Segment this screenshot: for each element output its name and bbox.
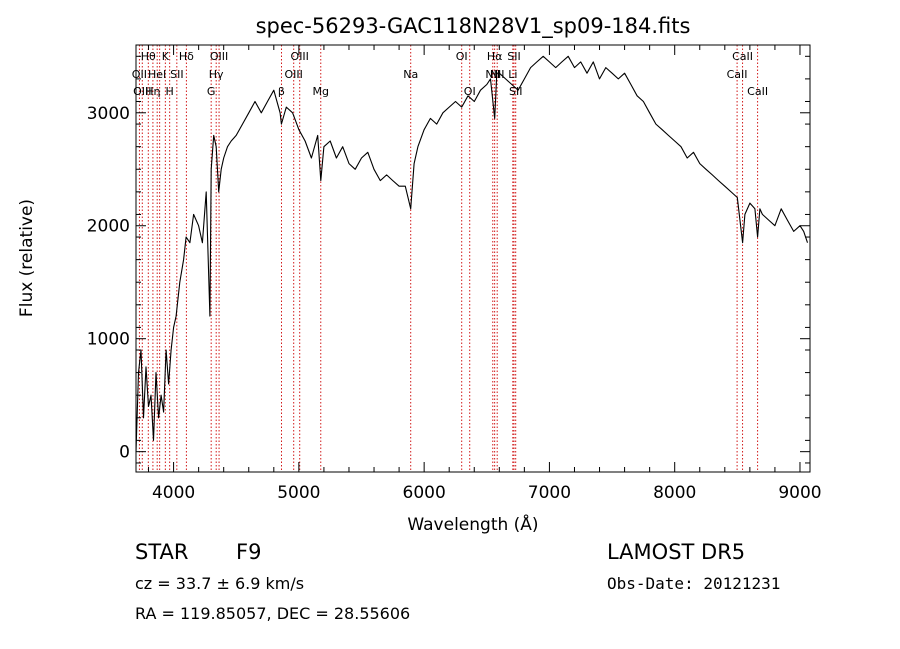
- spectral-line-markers: [138, 45, 759, 472]
- line-label: Hθ: [141, 50, 156, 63]
- line-label: Hγ: [209, 68, 224, 81]
- x-tick-label: 9000: [778, 483, 821, 503]
- y-tick-label: 0: [119, 443, 130, 463]
- x-tick-label: 7000: [528, 483, 571, 503]
- y-tick-label: 3000: [87, 104, 130, 124]
- line-label: Hδ: [179, 50, 194, 63]
- line-label: Mg: [313, 85, 329, 98]
- x-tick-label: 4000: [152, 483, 195, 503]
- spectrum-line: [135, 55, 809, 452]
- line-label: OIII: [133, 85, 151, 98]
- axis-ticks: 4000 5000 6000 7000 8000 9000 0 1000 2000 3000: [87, 45, 822, 503]
- object-class: STAR: [135, 540, 189, 564]
- coordinates: RA = 119.85057, DEC = 28.55606: [135, 604, 411, 623]
- line-label: OIII: [285, 68, 303, 81]
- line-label: Hη: [145, 85, 160, 98]
- line-label: Na: [403, 68, 418, 81]
- line-label: OI: [456, 50, 468, 63]
- line-label: G: [207, 85, 216, 98]
- line-label: SII: [170, 68, 183, 81]
- x-tick-label: 5000: [277, 483, 320, 503]
- line-label: H: [166, 85, 174, 98]
- chart-title: spec-56293-GAC118N28V1_sp09-184.fits: [256, 14, 691, 39]
- redshift-readout: cz = 33.7 ± 6.9 km/s: [135, 574, 305, 593]
- line-label: SII: [509, 85, 522, 98]
- line-label: Hα: [487, 50, 503, 63]
- plot-frame: [135, 44, 811, 473]
- x-tick-label: 6000: [403, 483, 446, 503]
- spectral-line-labels: OIIOIIIHθHηHeIKHSIIHδGHγOIIIβOIIIOIIIMgN…: [132, 50, 768, 98]
- y-tick-label: 2000: [87, 217, 130, 237]
- line-label: OIII: [291, 50, 309, 63]
- y-axis-label: Flux (relative): [17, 199, 37, 317]
- line-label: K: [162, 50, 170, 63]
- line-label: CaII: [727, 68, 748, 81]
- line-label: SII: [507, 50, 520, 63]
- line-label: β: [278, 85, 285, 98]
- line-label: NII: [490, 68, 505, 81]
- obs-date: Obs-Date: 20121231: [607, 574, 781, 593]
- x-tick-label: 8000: [653, 483, 696, 503]
- spectrum-series: [135, 55, 809, 452]
- line-label: HeI: [148, 68, 166, 81]
- line-label: CaII: [747, 85, 768, 98]
- line-label: OII: [132, 68, 147, 81]
- object-subclass: F9: [236, 540, 262, 564]
- line-label: OI: [464, 85, 476, 98]
- line-label: OIII: [210, 50, 228, 63]
- y-tick-label: 1000: [87, 330, 130, 350]
- survey-name: LAMOST DR5: [607, 540, 746, 564]
- line-label: CaII: [732, 50, 753, 63]
- line-label: Li: [508, 68, 517, 81]
- x-axis-label: Wavelength (Å): [407, 513, 538, 535]
- line-label: NII: [485, 68, 500, 81]
